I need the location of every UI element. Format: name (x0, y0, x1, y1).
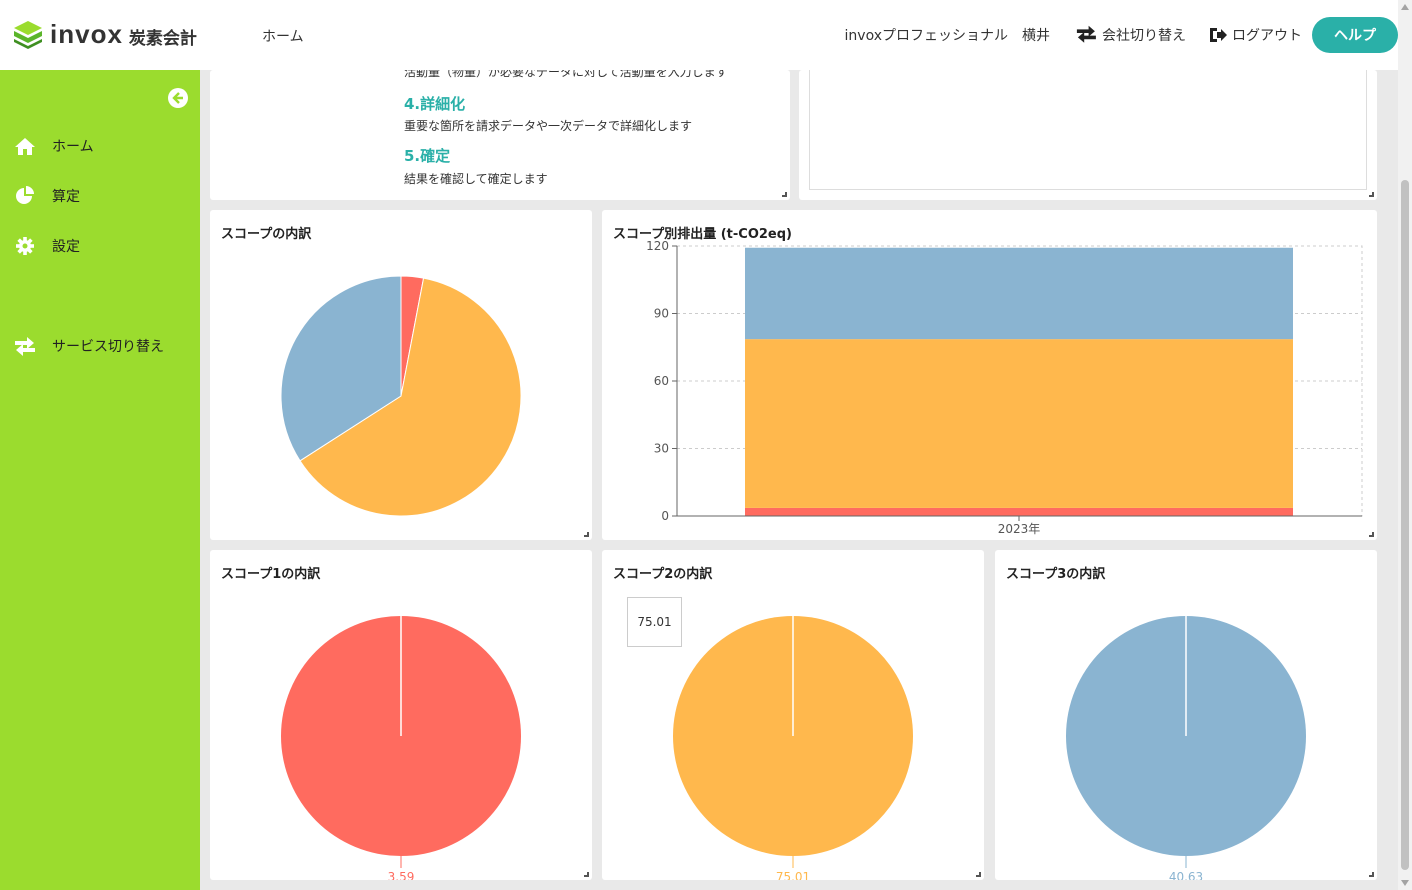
pie-slice-scope3[interactable] (280, 275, 402, 462)
step3-desc-partial: 活動量（物量）が必要なデータに対して活動量を入力します (404, 70, 728, 79)
info-card (799, 70, 1377, 200)
chart-title: スコープ1の内訳 (221, 567, 321, 582)
y-tick-label: 90 (654, 307, 669, 321)
pie-slice-scope2[interactable] (299, 277, 522, 517)
company-label: invoxプロフェッショナル (844, 28, 1008, 44)
resize-handle[interactable] (782, 192, 787, 197)
y-tick-label: 30 (654, 442, 669, 456)
resize-handle[interactable] (1369, 532, 1374, 537)
scroll-down-icon[interactable] (1401, 880, 1409, 886)
nav-home-link[interactable]: ホーム (262, 29, 304, 45)
resize-handle[interactable] (1369, 872, 1374, 877)
scroll-up-icon[interactable] (1401, 4, 1409, 10)
y-tick-label: 120 (646, 239, 669, 253)
pie-chart-icon (16, 186, 34, 204)
collapse-sidebar-button[interactable] (168, 88, 188, 108)
step4-desc: 重要な箇所を請求データや一次データで詳細化します (404, 119, 693, 133)
gear-icon (16, 237, 34, 255)
steps-card: 活動量（物量）が必要なデータに対して活動量を入力します 4.詳細化 重要な箇所を… (210, 70, 790, 200)
logo[interactable]: invox 炭素会計 (12, 18, 197, 50)
scope2-card: スコープ2の内訳 75.01 75.01 (602, 550, 984, 880)
info-panel (809, 70, 1367, 190)
scope-emissions-card: スコープ別排出量 (t-CO2eq) 0 30 60 90 120 2023年 (602, 210, 1377, 540)
scope2-pie-chart[interactable]: 75.01 (602, 550, 984, 880)
arrow-left-icon (172, 92, 183, 104)
pie-data-label: 3.59 (388, 870, 415, 880)
switch-icon (1076, 25, 1096, 43)
scope1-pie-chart[interactable]: 3.59 (210, 550, 592, 880)
scope-breakdown-card: スコープの内訳 (210, 210, 592, 540)
sidebar-item-home[interactable]: ホーム (14, 136, 94, 156)
bar-segment-scope3[interactable] (745, 247, 1293, 340)
logo-subtitle: 炭素会計 (128, 28, 197, 49)
emissions-bar-chart[interactable]: 0 30 60 90 120 2023年 (602, 210, 1377, 540)
app-header: invox 炭素会計 ホーム invoxプロフェッショナル 横井 会社切り替え ロ… (0, 0, 1398, 70)
bar-segment-scope2[interactable] (745, 339, 1293, 508)
sidebar-item-label: ホーム (52, 139, 94, 155)
sidebar-item-label: 設定 (52, 239, 80, 255)
home-icon (15, 138, 35, 155)
sidebar-item-label: 算定 (52, 189, 80, 205)
logo-text: invox (50, 18, 123, 49)
chart-title: スコープ別排出量 (t-CO2eq) (613, 227, 792, 242)
logo-mark-icon (12, 18, 44, 50)
chart-title: スコープの内訳 (221, 227, 312, 242)
switch-company-label: 会社切り替え (1102, 28, 1186, 44)
y-tick-label: 0 (661, 509, 669, 523)
sidebar: ホーム 算定 設定 サービス切り替え (0, 70, 200, 890)
logout-icon (1210, 28, 1227, 42)
scroll-thumb[interactable] (1401, 180, 1409, 870)
step5-title: 5.確定 (404, 147, 451, 165)
resize-handle[interactable] (584, 532, 589, 537)
resize-handle[interactable] (1369, 192, 1374, 197)
scope-pie-chart[interactable] (210, 210, 592, 540)
company-name: invoxプロフェッショナル 横井 (845, 25, 1050, 45)
logout-button[interactable]: ログアウト (1208, 25, 1302, 45)
chart-title: スコープ2の内訳 (613, 567, 713, 582)
help-button[interactable]: ヘルプ (1312, 17, 1398, 53)
sidebar-item-settings[interactable]: 設定 (14, 236, 80, 256)
scope3-card: スコープ3の内訳 40.63 (995, 550, 1377, 880)
header-right: invoxプロフェッショナル 横井 会社切り替え ログアウト ヘルプ (845, 17, 1398, 53)
bar-segment-scope1[interactable] (745, 507, 1293, 516)
user-name: 横井 (1022, 28, 1050, 44)
y-tick-label: 60 (654, 374, 669, 388)
step5-desc: 結果を確認して確定します (404, 172, 548, 186)
resize-handle[interactable] (976, 872, 981, 877)
logout-label: ログアウト (1232, 28, 1302, 44)
scope1-card: スコープ1の内訳 3.59 (210, 550, 592, 880)
x-tick-label: 2023年 (998, 522, 1041, 536)
switch-icon (15, 337, 35, 356)
sidebar-item-label: サービス切り替え (52, 339, 164, 355)
step4-title: 4.詳細化 (404, 95, 466, 113)
chart-title: スコープ3の内訳 (1006, 567, 1106, 582)
pie-data-label: 40.63 (1169, 870, 1203, 880)
sidebar-item-calculation[interactable]: 算定 (14, 186, 80, 206)
scope3-pie-chart[interactable]: 40.63 (995, 550, 1377, 880)
sidebar-item-service-switch[interactable]: サービス切り替え (14, 336, 164, 356)
pie-data-label: 75.01 (776, 870, 810, 880)
switch-company-button[interactable]: 会社切り替え (1076, 25, 1186, 45)
chart-tooltip: 75.01 (627, 597, 682, 647)
resize-handle[interactable] (584, 872, 589, 877)
page-scrollbar[interactable] (1398, 0, 1412, 890)
